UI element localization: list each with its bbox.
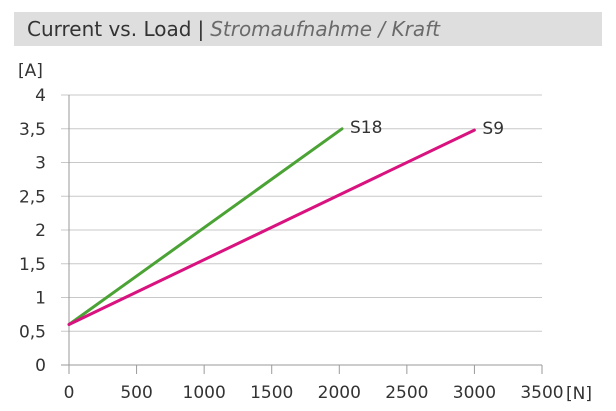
x-axis-unit: [N] (566, 384, 592, 404)
y-tick-label: 3 (35, 154, 46, 174)
chart-title: Current vs. Load (27, 17, 192, 41)
x-tick-label: 3000 (453, 383, 496, 403)
y-tick-label: 0 (35, 356, 46, 376)
y-tick-label: 0,5 (19, 322, 46, 342)
series-line-s9 (67, 128, 476, 326)
y-tick-label: 2,5 (19, 187, 46, 207)
chart-subtitle: Stromaufnahme / Kraft (210, 17, 440, 41)
x-tick-label: 500 (120, 383, 152, 403)
y-tick-label: 2 (35, 221, 46, 241)
series-line-s18 (67, 127, 344, 326)
series-lines (67, 127, 476, 326)
y-tick-labels: 0 0,5 1 1,5 2 2,5 3 3,5 4 (19, 86, 46, 376)
x-tick-label: 3500 (520, 383, 563, 403)
y-tick-label: 1,5 (19, 255, 46, 275)
series-label-s18: S18 (350, 118, 382, 138)
y-tick-label: 1 (35, 289, 46, 309)
x-tick-label: 1500 (250, 383, 293, 403)
y-tick-label: 4 (35, 86, 46, 106)
y-axis-unit: [A] (18, 61, 43, 81)
y-tick-label: 3,5 (19, 120, 46, 140)
x-tick-label: 0 (64, 383, 75, 403)
grid-lines (61, 94, 542, 332)
title-separator: | (197, 17, 205, 41)
x-tick-labels: 0 500 1000 1500 2000 2500 3000 3500 (64, 383, 564, 403)
x-tick-label: 2500 (385, 383, 428, 403)
series-label-s9: S9 (482, 119, 504, 139)
chart-title-bar: Current vs. Load | Stromaufnahme / Kraft (14, 12, 602, 46)
x-tick-label: 1000 (183, 383, 226, 403)
x-tick-label: 2000 (318, 383, 361, 403)
axes (61, 95, 543, 374)
series-labels: S18 S9 (350, 118, 504, 139)
